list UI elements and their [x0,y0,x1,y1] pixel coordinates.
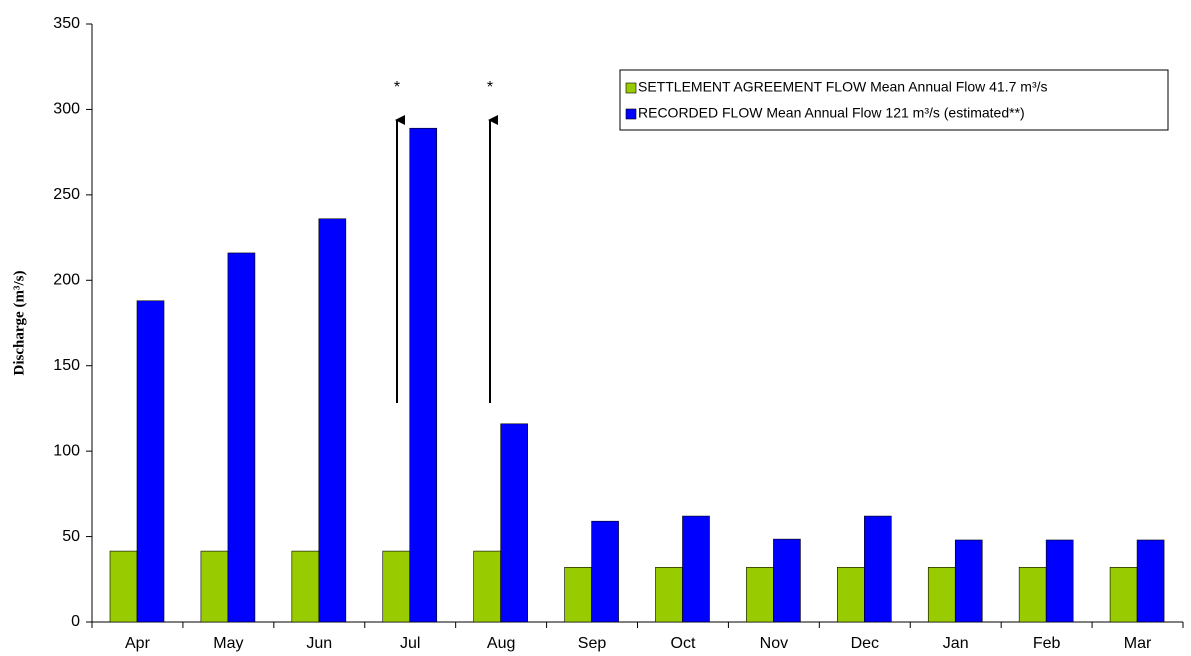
bar [109,550,138,623]
bar [500,423,528,623]
y-tick-label: 150 [53,357,80,374]
x-tick-label: May [213,635,243,652]
bar [382,550,411,623]
x-tick-label: Oct [671,635,696,652]
x-tick-label: Jul [400,635,420,652]
bar [473,550,501,623]
annotation: * [394,79,400,96]
y-tick-label: 50 [62,528,80,545]
bar [136,300,165,623]
bar [773,538,801,623]
legend [619,69,1169,131]
x-tick-label: Sep [578,635,607,652]
bar [837,567,865,623]
x-tick-label: Jun [306,635,332,652]
x-tick-label: Jan [943,635,969,652]
bar [655,567,683,623]
legend-swatch [625,82,637,94]
bar [954,539,983,623]
bar [927,567,956,623]
legend-label: SETTLEMENT AGREEMENT FLOW Mean Annual Fl… [638,79,1048,95]
x-tick-label: Mar [1124,635,1152,652]
bar [864,515,892,623]
x-tick-label: Dec [851,635,879,652]
bar [564,567,592,623]
y-tick-label: 350 [53,15,80,32]
y-axis-label: Discharge (m³/s) [11,271,27,376]
bar [200,550,229,623]
x-tick-label: Apr [125,635,151,652]
bar [227,252,256,623]
x-tick-label: Nov [760,635,788,652]
bar [1045,539,1074,623]
bar [318,218,347,623]
annotation: * [487,79,493,96]
bar [409,127,438,623]
bar [746,567,774,623]
y-tick-label: 250 [53,186,80,203]
bar [291,550,320,623]
bar [682,515,710,623]
x-tick-label: Aug [487,635,515,652]
x-tick-label: Feb [1033,635,1061,652]
y-tick-label: 300 [53,101,80,118]
legend-label: RECORDED FLOW Mean Annual Flow 121 m³/s … [638,105,1025,121]
bar [1018,567,1047,623]
y-tick-label: 0 [71,613,80,630]
y-tick-label: 200 [53,272,80,289]
bar [1109,567,1138,623]
y-tick-label: 100 [53,442,80,459]
legend-swatch [625,108,637,120]
bar [1136,539,1165,623]
bar [591,520,619,623]
